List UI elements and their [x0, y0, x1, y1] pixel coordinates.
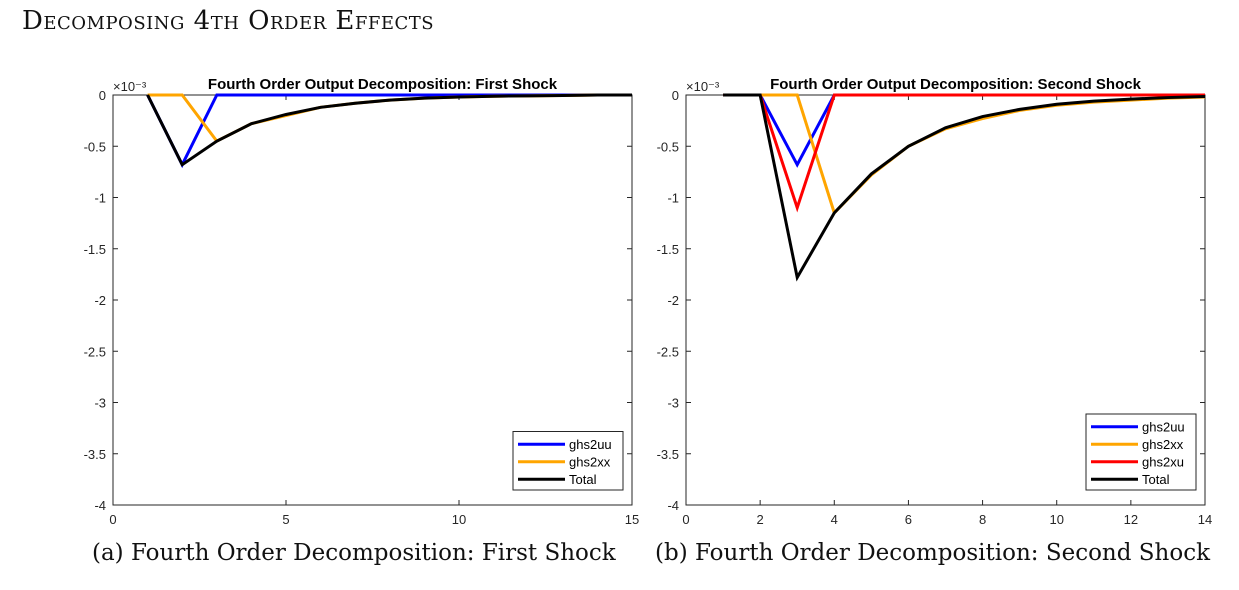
x-tick-label: 12: [1124, 512, 1138, 527]
y-exponent-label: ×10⁻³: [113, 79, 147, 94]
legend-label-total: Total: [1142, 472, 1170, 487]
legend-label-ghs2xx: ghs2xx: [1142, 437, 1184, 452]
x-tick-label: 5: [282, 512, 289, 527]
y-tick-label: -1.5: [84, 242, 106, 257]
legend-label-total: Total: [569, 472, 597, 487]
y-tick-label: -1: [667, 191, 679, 206]
y-tick-label: -3: [667, 396, 679, 411]
y-tick-label: -3.5: [657, 447, 679, 462]
x-tick-label: 6: [905, 512, 912, 527]
y-tick-label: -2: [667, 293, 679, 308]
y-exponent-label: ×10⁻³: [686, 79, 720, 94]
y-tick-label: -1: [94, 191, 106, 206]
caption-second-shock: (b) Fourth Order Decomposition: Second S…: [655, 540, 1211, 566]
series-line-total: [723, 93, 1206, 282]
y-tick-label: -1.5: [657, 242, 679, 257]
x-tick-label: 14: [1198, 512, 1212, 527]
legend-label-ghs2uu: ghs2uu: [1142, 419, 1185, 434]
y-tick-label: -0.5: [84, 139, 106, 154]
series-line-ghs2xu: [723, 93, 1205, 213]
y-tick-label: -2.5: [84, 344, 106, 359]
y-tick-label: -3.5: [84, 447, 106, 462]
x-tick-label: 8: [979, 512, 986, 527]
y-tick-label: -2.5: [657, 344, 679, 359]
chart-title: Fourth Order Output Decomposition: Secon…: [770, 76, 1141, 93]
series-line-ghs2uu: [723, 93, 1205, 168]
y-tick-label: -0.5: [657, 139, 679, 154]
x-tick-label: 2: [757, 512, 764, 527]
caption-first-shock: (a) Fourth Order Decomposition: First Sh…: [92, 540, 616, 566]
y-tick-label: 0: [672, 88, 679, 103]
series-line-ghs2xx: [723, 93, 1206, 216]
x-tick-label: 4: [831, 512, 838, 527]
legend: ghs2uu ghs2xx Total: [512, 431, 624, 491]
y-tick-label: -4: [667, 498, 679, 513]
series-line-total: [146, 93, 632, 167]
chart-second-shock: 0 2 4 6 8 10 12 14 0 -0.5 -1 -1.5 -2 -2.5 -3 -3.5 -4 ×10⁻…: [657, 76, 1213, 527]
chart-title: Fourth Order Output Decomposition: First…: [208, 76, 558, 93]
legend-label-ghs2uu: ghs2uu: [569, 437, 612, 452]
x-tick-label: 0: [109, 512, 116, 527]
legend: ghs2uu ghs2xx ghs2xu Total: [1085, 413, 1197, 491]
legend-label-ghs2xu: ghs2xu: [1142, 454, 1184, 469]
y-tick-label: -2: [94, 293, 106, 308]
x-tick-label: 10: [452, 512, 466, 527]
legend-label-ghs2xx: ghs2xx: [569, 454, 611, 469]
x-tick-label: 0: [682, 512, 689, 527]
y-tick-label: -3: [94, 396, 106, 411]
y-tick-label: 0: [99, 88, 106, 103]
page-title: Decomposing 4th Order Effects: [22, 6, 435, 36]
chart-first-shock: 0 5 10 15 0 -0.5 -1 -1.5 -2 -2.5 -3 -3.5 -4 ×10⁻³ Four…: [84, 76, 640, 527]
y-tick-label: -4: [94, 498, 106, 513]
x-tick-label: 10: [1049, 512, 1063, 527]
x-tick-label: 15: [625, 512, 639, 527]
